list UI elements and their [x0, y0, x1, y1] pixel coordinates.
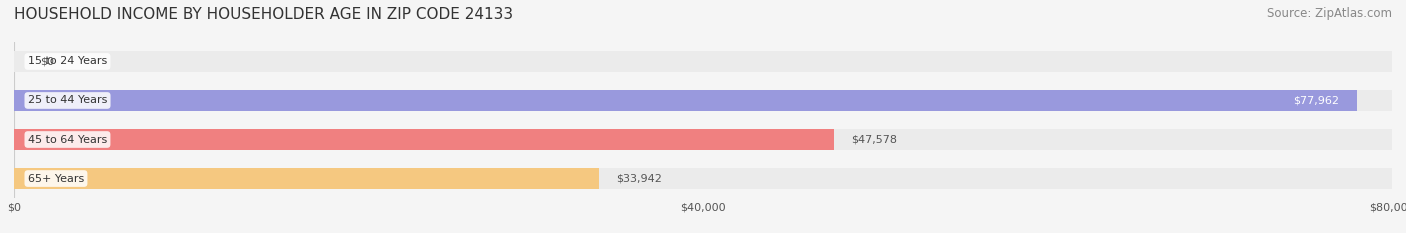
Text: Source: ZipAtlas.com: Source: ZipAtlas.com — [1267, 7, 1392, 20]
Text: 15 to 24 Years: 15 to 24 Years — [28, 56, 107, 66]
Bar — [14, 129, 1392, 150]
Text: 25 to 44 Years: 25 to 44 Years — [28, 96, 107, 106]
Bar — [14, 90, 1357, 111]
Text: HOUSEHOLD INCOME BY HOUSEHOLDER AGE IN ZIP CODE 24133: HOUSEHOLD INCOME BY HOUSEHOLDER AGE IN Z… — [14, 7, 513, 22]
Bar — [14, 90, 1392, 111]
Text: 65+ Years: 65+ Years — [28, 174, 84, 184]
Bar — [14, 51, 1392, 72]
Text: $77,962: $77,962 — [1294, 96, 1340, 106]
Text: $0: $0 — [39, 56, 53, 66]
Text: 45 to 64 Years: 45 to 64 Years — [28, 134, 107, 144]
Text: $33,942: $33,942 — [616, 174, 662, 184]
Bar — [14, 168, 1392, 189]
Text: $47,578: $47,578 — [851, 134, 897, 144]
Bar — [14, 168, 599, 189]
Bar — [14, 129, 834, 150]
